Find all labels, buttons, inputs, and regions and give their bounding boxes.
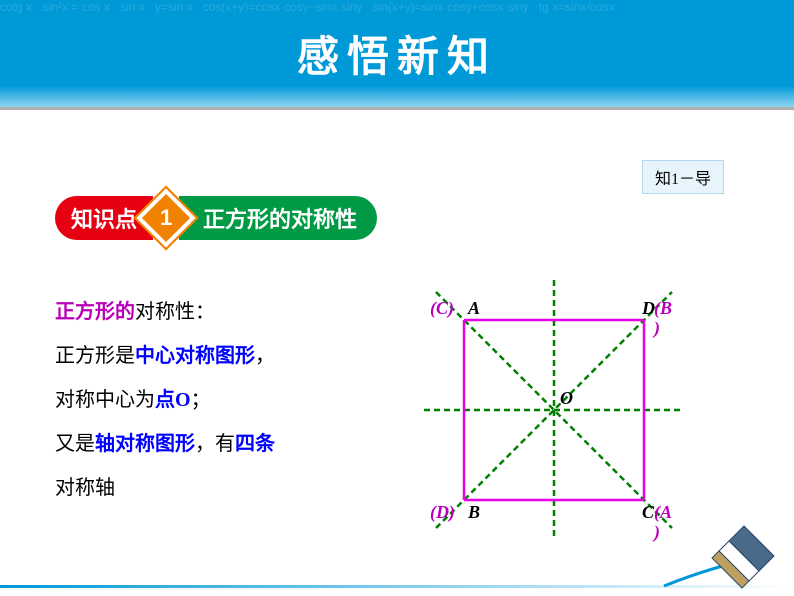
content-text: 正方形的对称性： 正方形是中心对称图形， 对称中心为点O； 又是轴对称图形，有四… xyxy=(55,290,375,510)
content-line-5: 对称轴 xyxy=(55,466,375,510)
label-green: 正方形的对称性 xyxy=(179,196,377,240)
svg-text:(C): (C) xyxy=(430,298,454,319)
text-purple: 正方形的 xyxy=(55,301,135,323)
header-bar: cotg x · sin²x = cos x · sin x y=sin x c… xyxy=(0,0,794,110)
pen-icon xyxy=(654,516,794,596)
svg-text:O: O xyxy=(560,388,573,408)
diamond-number: 1 xyxy=(160,205,172,231)
svg-text:A: A xyxy=(467,298,480,318)
text-black: 对称性： xyxy=(135,301,215,323)
content-line-1: 正方形的对称性： xyxy=(55,290,375,334)
content-line-4: 又是轴对称图形，有四条 xyxy=(55,422,375,466)
svg-text:): ) xyxy=(652,318,660,339)
content-line-2: 正方形是中心对称图形， xyxy=(55,334,375,378)
section-label: 知识点 1 正方形的对称性 xyxy=(55,195,377,241)
svg-text:(B: (B xyxy=(654,298,672,319)
symmetry-diagram: OADBC(C)(B)(D)(A) xyxy=(384,270,724,550)
svg-text:D: D xyxy=(641,298,655,318)
svg-text:(D): (D) xyxy=(430,502,455,523)
text-blue: 中心对称图形 xyxy=(135,345,255,367)
content-line-3: 对称中心为点O； xyxy=(55,378,375,422)
svg-text:B: B xyxy=(467,502,480,522)
section-tag: 知1－导 xyxy=(642,160,724,194)
header-title: 感悟新知 xyxy=(297,23,497,84)
